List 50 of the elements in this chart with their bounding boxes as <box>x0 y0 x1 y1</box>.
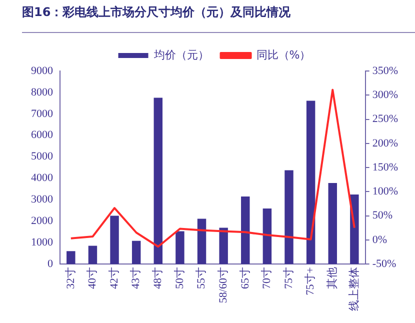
y-tick-label: 2000 <box>31 215 54 227</box>
bar <box>66 251 76 264</box>
y-tick-label: 8000 <box>31 86 54 98</box>
y-tick-label: 3000 <box>31 194 54 206</box>
legend-label: 同比（%） <box>256 48 311 62</box>
y2-tick-label: 100% <box>372 186 398 198</box>
y-tick-label: 4000 <box>31 172 54 184</box>
bar <box>110 216 119 264</box>
x-tick-label: 55寸 <box>194 267 208 289</box>
bar <box>241 196 250 264</box>
bar <box>154 98 163 264</box>
y2-tick-label: 0% <box>372 234 388 246</box>
bar <box>306 100 316 264</box>
x-tick-label: 70寸 <box>260 267 274 289</box>
bar <box>176 231 184 264</box>
y2-tick-label: 350% <box>372 64 398 77</box>
y2-tick-label: -50% <box>372 258 396 270</box>
x-tick-label: 58/60寸 <box>216 267 230 304</box>
x-tick-label: 43寸 <box>129 267 142 289</box>
bar <box>350 194 359 264</box>
y-tick-label: 9000 <box>31 64 54 77</box>
y-tick-label: 6000 <box>31 129 54 142</box>
bar <box>197 218 206 264</box>
bar <box>88 246 98 264</box>
y-tick-label: 0 <box>48 258 54 270</box>
x-tick-label: 42寸 <box>107 267 120 289</box>
bar <box>219 228 228 264</box>
x-tick-label: 48寸 <box>151 267 164 289</box>
chart-title: 图16：彩电线上市场分尺寸均价（元）及同比情况 <box>22 4 291 21</box>
y2-tick-label: 250% <box>372 113 398 126</box>
x-tick-label: 75寸+ <box>304 267 317 296</box>
y-tick-label: 5000 <box>31 150 54 163</box>
x-tick-label: 线上整体 <box>347 267 360 311</box>
bar <box>328 182 337 264</box>
y-tick-label: 1000 <box>31 236 54 248</box>
y2-tick-label: 300% <box>372 89 398 102</box>
y2-tick-label: 150% <box>372 161 398 174</box>
bar <box>262 208 272 264</box>
bar <box>284 170 294 264</box>
x-tick-label: 32寸 <box>64 267 77 289</box>
x-tick-label: 75寸 <box>282 267 295 289</box>
x-tick-label: 50寸 <box>172 267 186 289</box>
y-tick-label: 7000 <box>31 108 54 120</box>
x-tick-label: 其他 <box>326 267 339 289</box>
y2-tick-label: 200% <box>372 137 398 150</box>
y2-tick-label: 50% <box>372 210 393 222</box>
bar <box>132 240 141 264</box>
x-tick-label: 40寸 <box>86 267 99 289</box>
legend-label: 均价（元） <box>152 48 209 62</box>
x-tick-label: 65寸 <box>238 267 252 289</box>
